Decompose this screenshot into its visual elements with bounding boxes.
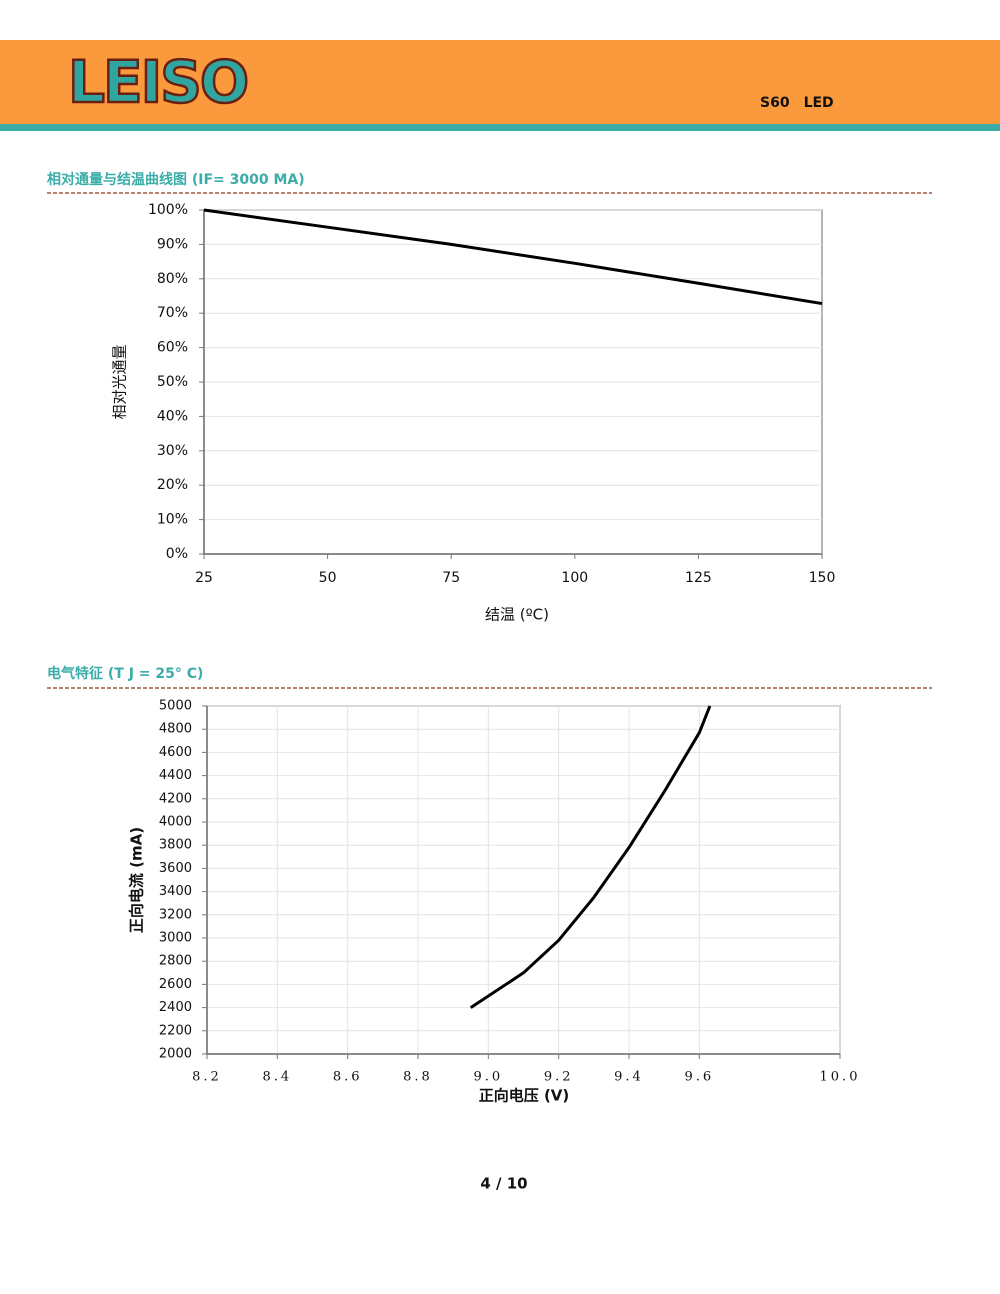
y-tick-label: 0% xyxy=(166,546,188,562)
header-band xyxy=(0,40,1000,125)
product-name: S60 LED xyxy=(760,95,834,111)
x-tick-label: 8.2 xyxy=(192,1070,222,1085)
y-tick-label: 3800 xyxy=(159,838,192,853)
y-tick-label: 2200 xyxy=(159,1023,192,1038)
logo: LEISO xyxy=(68,48,247,116)
x-tick-label: 50 xyxy=(319,570,337,586)
x-axis-label: 正向电压 (V) xyxy=(479,1087,570,1105)
x-axis-label: 结温 (ºC) xyxy=(485,606,549,624)
y-tick-label: 4600 xyxy=(159,745,192,760)
y-tick-label: 5000 xyxy=(159,699,192,714)
y-tick-label: 2400 xyxy=(159,1000,192,1015)
y-tick-label: 4200 xyxy=(159,791,192,806)
y-tick-label: 4800 xyxy=(159,722,192,737)
y-tick-label: 4000 xyxy=(159,815,192,830)
x-tick-label: 100 xyxy=(561,570,588,586)
y-tick-label: 2000 xyxy=(159,1047,192,1062)
x-tick-label: 8.8 xyxy=(403,1070,433,1085)
x-tick-label: 9.0 xyxy=(473,1070,503,1085)
x-tick-label: 125 xyxy=(685,570,712,586)
header-stripe xyxy=(0,124,1000,131)
x-tick-label: 10.0 xyxy=(820,1070,861,1085)
y-tick-label: 3400 xyxy=(159,884,192,899)
x-tick-label: 8.6 xyxy=(333,1070,363,1085)
plot-area xyxy=(206,705,841,1055)
y-tick-label: 4400 xyxy=(159,768,192,783)
y-axis-label: 正向电流 (mA) xyxy=(128,827,146,933)
data-line xyxy=(469,705,712,1009)
y-tick-label: 2800 xyxy=(159,954,192,969)
x-tick-label: 25 xyxy=(195,570,213,586)
y-tick-label: 60% xyxy=(157,340,188,356)
y-tick-label: 90% xyxy=(157,236,188,252)
y-tick-label: 80% xyxy=(157,271,188,287)
x-tick-label: 9.4 xyxy=(614,1070,644,1085)
section-title: 相对通量与结温曲线图 (IF= 3000 MA) xyxy=(47,171,305,188)
y-tick-label: 3600 xyxy=(159,861,192,876)
y-tick-label: 30% xyxy=(157,443,188,459)
x-tick-label: 9.2 xyxy=(544,1070,574,1085)
section-title: 电气特征 (T J = 25° C) xyxy=(47,665,203,682)
y-tick-label: 3200 xyxy=(159,907,192,922)
x-tick-label: 150 xyxy=(809,570,836,586)
data-line xyxy=(203,208,823,306)
y-tick-label: 40% xyxy=(157,408,188,424)
y-tick-label: 3000 xyxy=(159,931,192,946)
y-tick-label: 70% xyxy=(157,305,188,321)
y-axis-label: 相对光通量 xyxy=(111,344,129,419)
x-tick-label: 75 xyxy=(442,570,460,586)
y-tick-label: 20% xyxy=(157,477,188,493)
y-tick-label: 10% xyxy=(157,512,188,528)
y-tick-label: 50% xyxy=(157,374,188,390)
y-tick-label: 2600 xyxy=(159,977,192,992)
y-tick-label: 100% xyxy=(148,202,188,218)
x-tick-label: 9.6 xyxy=(684,1070,714,1085)
page-number: 4 / 10 xyxy=(480,1175,527,1193)
x-tick-label: 8.4 xyxy=(262,1070,292,1085)
